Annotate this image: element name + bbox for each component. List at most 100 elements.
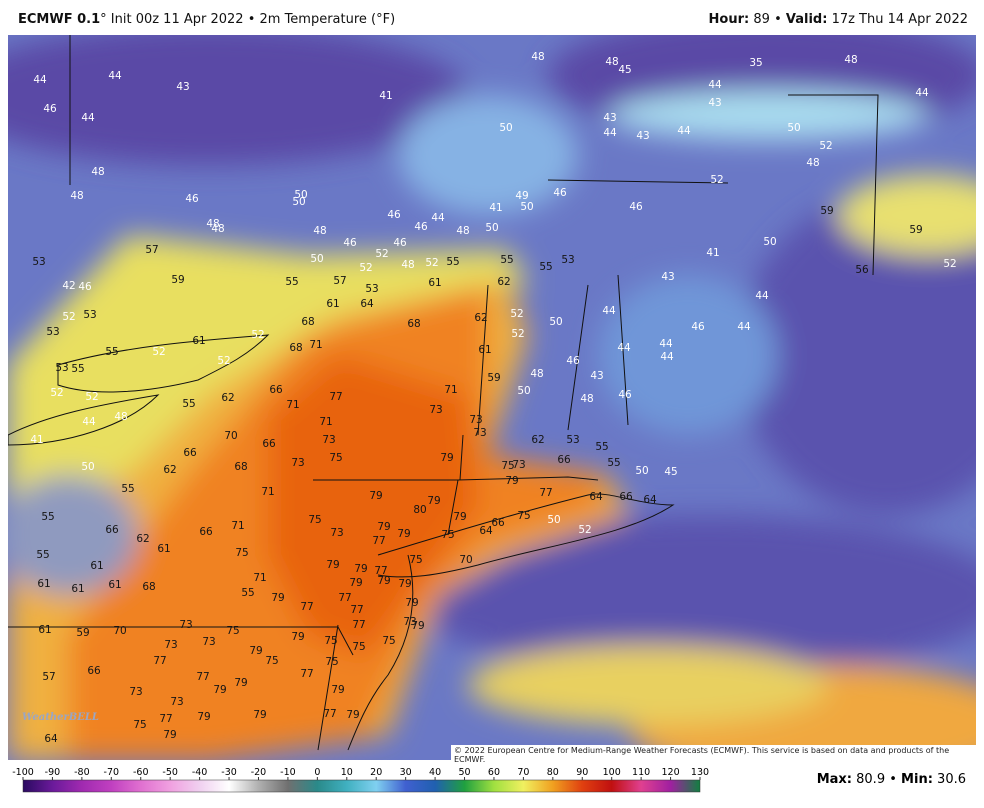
- temperature-label: 79: [349, 577, 362, 589]
- temperature-label: 41: [706, 247, 719, 259]
- temperature-label: 68: [142, 581, 155, 593]
- temperature-label: 53: [566, 434, 579, 446]
- hour-label: Hour:: [708, 12, 750, 27]
- temperature-label: 46: [393, 237, 407, 249]
- colorbar-tick-label: 20: [370, 767, 382, 778]
- temperature-label: 42: [62, 280, 75, 292]
- colorbar-tick-label: 60: [488, 767, 500, 778]
- temperature-label: 71: [286, 399, 299, 411]
- temperature-label: 75: [352, 641, 365, 653]
- temperature-label: 45: [664, 466, 677, 478]
- temperature-label: 44: [617, 342, 631, 354]
- temperature-label: 44: [81, 112, 95, 124]
- temperature-label: 52: [819, 140, 832, 152]
- temperature-label: 50: [763, 236, 776, 248]
- temperature-label: 62: [531, 434, 544, 446]
- temperature-label: 50: [294, 189, 307, 201]
- temperature-label: 46: [566, 355, 580, 367]
- temperature-label: 73: [512, 459, 525, 471]
- temperature-label: 61: [90, 560, 103, 572]
- temperature-label: 48: [91, 166, 104, 178]
- temperature-label: 77: [539, 487, 552, 499]
- temperature-label: 62: [497, 276, 510, 288]
- temperature-label: 50: [549, 316, 562, 328]
- temperature-label: 68: [407, 318, 420, 330]
- colorbar-tick-label: -10: [280, 767, 296, 778]
- temperature-label: 50: [787, 122, 800, 134]
- temperature-label: 50: [292, 196, 305, 208]
- temperature-label: 75: [235, 547, 248, 559]
- temperature-label: 73: [403, 616, 416, 628]
- temperature-label: 77: [329, 391, 342, 403]
- temperature-label: 55: [285, 276, 298, 288]
- temperature-label: 57: [145, 244, 158, 256]
- temperature-label: 43: [603, 112, 616, 124]
- temperature-label: 43: [590, 370, 603, 382]
- temperature-label: 71: [319, 416, 332, 428]
- temperature-label: 66: [199, 526, 213, 538]
- temperature-label: 45: [618, 64, 631, 76]
- temperature-label: 48: [806, 157, 819, 169]
- temperature-label: 48: [530, 368, 543, 380]
- temperature-label: 71: [261, 486, 274, 498]
- temperature-label: 77: [352, 619, 365, 631]
- temperature-label: 44: [915, 87, 929, 99]
- temperature-label: 77: [153, 655, 166, 667]
- temperature-label: 61: [157, 543, 170, 555]
- temperature-label: 79: [398, 578, 411, 590]
- temperature-label: 79: [197, 711, 210, 723]
- temperature-label: 73: [202, 636, 215, 648]
- temperature-label: 52: [85, 391, 98, 403]
- temperature-label: 41: [379, 90, 392, 102]
- temperature-label: 61: [428, 277, 441, 289]
- temperature-label: 46: [43, 103, 57, 115]
- temperature-label: 50: [81, 461, 94, 473]
- temperature-label: 79: [369, 490, 382, 502]
- temperature-label: 50: [310, 253, 323, 265]
- temperature-label: 79: [326, 559, 339, 571]
- temperature-label: 61: [37, 578, 50, 590]
- temperature-label: 50: [520, 201, 533, 213]
- temperature-label: 66: [183, 447, 197, 459]
- credit: © 2022 European Centre for Medium-Range …: [451, 745, 984, 765]
- temperature-label: 48: [605, 56, 618, 68]
- temperature-label: 73: [322, 434, 335, 446]
- temperature-label: 52: [375, 248, 388, 260]
- temperature-label: 64: [589, 491, 603, 503]
- temperature-label: 61: [71, 583, 84, 595]
- temperature-label: 75: [133, 719, 146, 731]
- temperature-label: 55: [121, 483, 134, 495]
- temperature-label: 50: [517, 385, 530, 397]
- temperature-label: 52: [50, 387, 63, 399]
- temperature-label: 46: [618, 389, 632, 401]
- separator: •: [889, 772, 897, 787]
- temperature-label: 75: [325, 656, 338, 668]
- temperature-label: 77: [372, 535, 385, 547]
- temperature-label: 73: [429, 404, 442, 416]
- temperature-label: 52: [510, 308, 523, 320]
- temperature-label: 75: [517, 510, 530, 522]
- colorbar-tick-label: 50: [458, 767, 470, 778]
- temperature-label: 75: [441, 529, 454, 541]
- temperature-label: 66: [491, 517, 505, 529]
- temperature-label: 48: [844, 54, 857, 66]
- temperature-label: 44: [431, 212, 445, 224]
- temperature-label: 44: [755, 290, 769, 302]
- temperature-label: 43: [661, 271, 674, 283]
- temperature-label: 79: [453, 511, 466, 523]
- temperature-label: 66: [269, 384, 283, 396]
- temperature-label: 62: [163, 464, 176, 476]
- temperature-label: 43: [636, 130, 649, 142]
- temperature-label: 52: [62, 311, 75, 323]
- temperature-label: 62: [221, 392, 234, 404]
- temperature-label: 52: [152, 346, 165, 358]
- temperature-label: 64: [360, 298, 374, 310]
- temperature-label: 79: [213, 684, 226, 696]
- temperature-label: 73: [170, 696, 183, 708]
- max-value: 80.9: [856, 772, 886, 787]
- colorbar-tick-label: 40: [429, 767, 441, 778]
- colorbar-tick-label: 30: [400, 767, 412, 778]
- temperature-label: 55: [36, 549, 49, 561]
- temperature-label: 64: [479, 525, 493, 537]
